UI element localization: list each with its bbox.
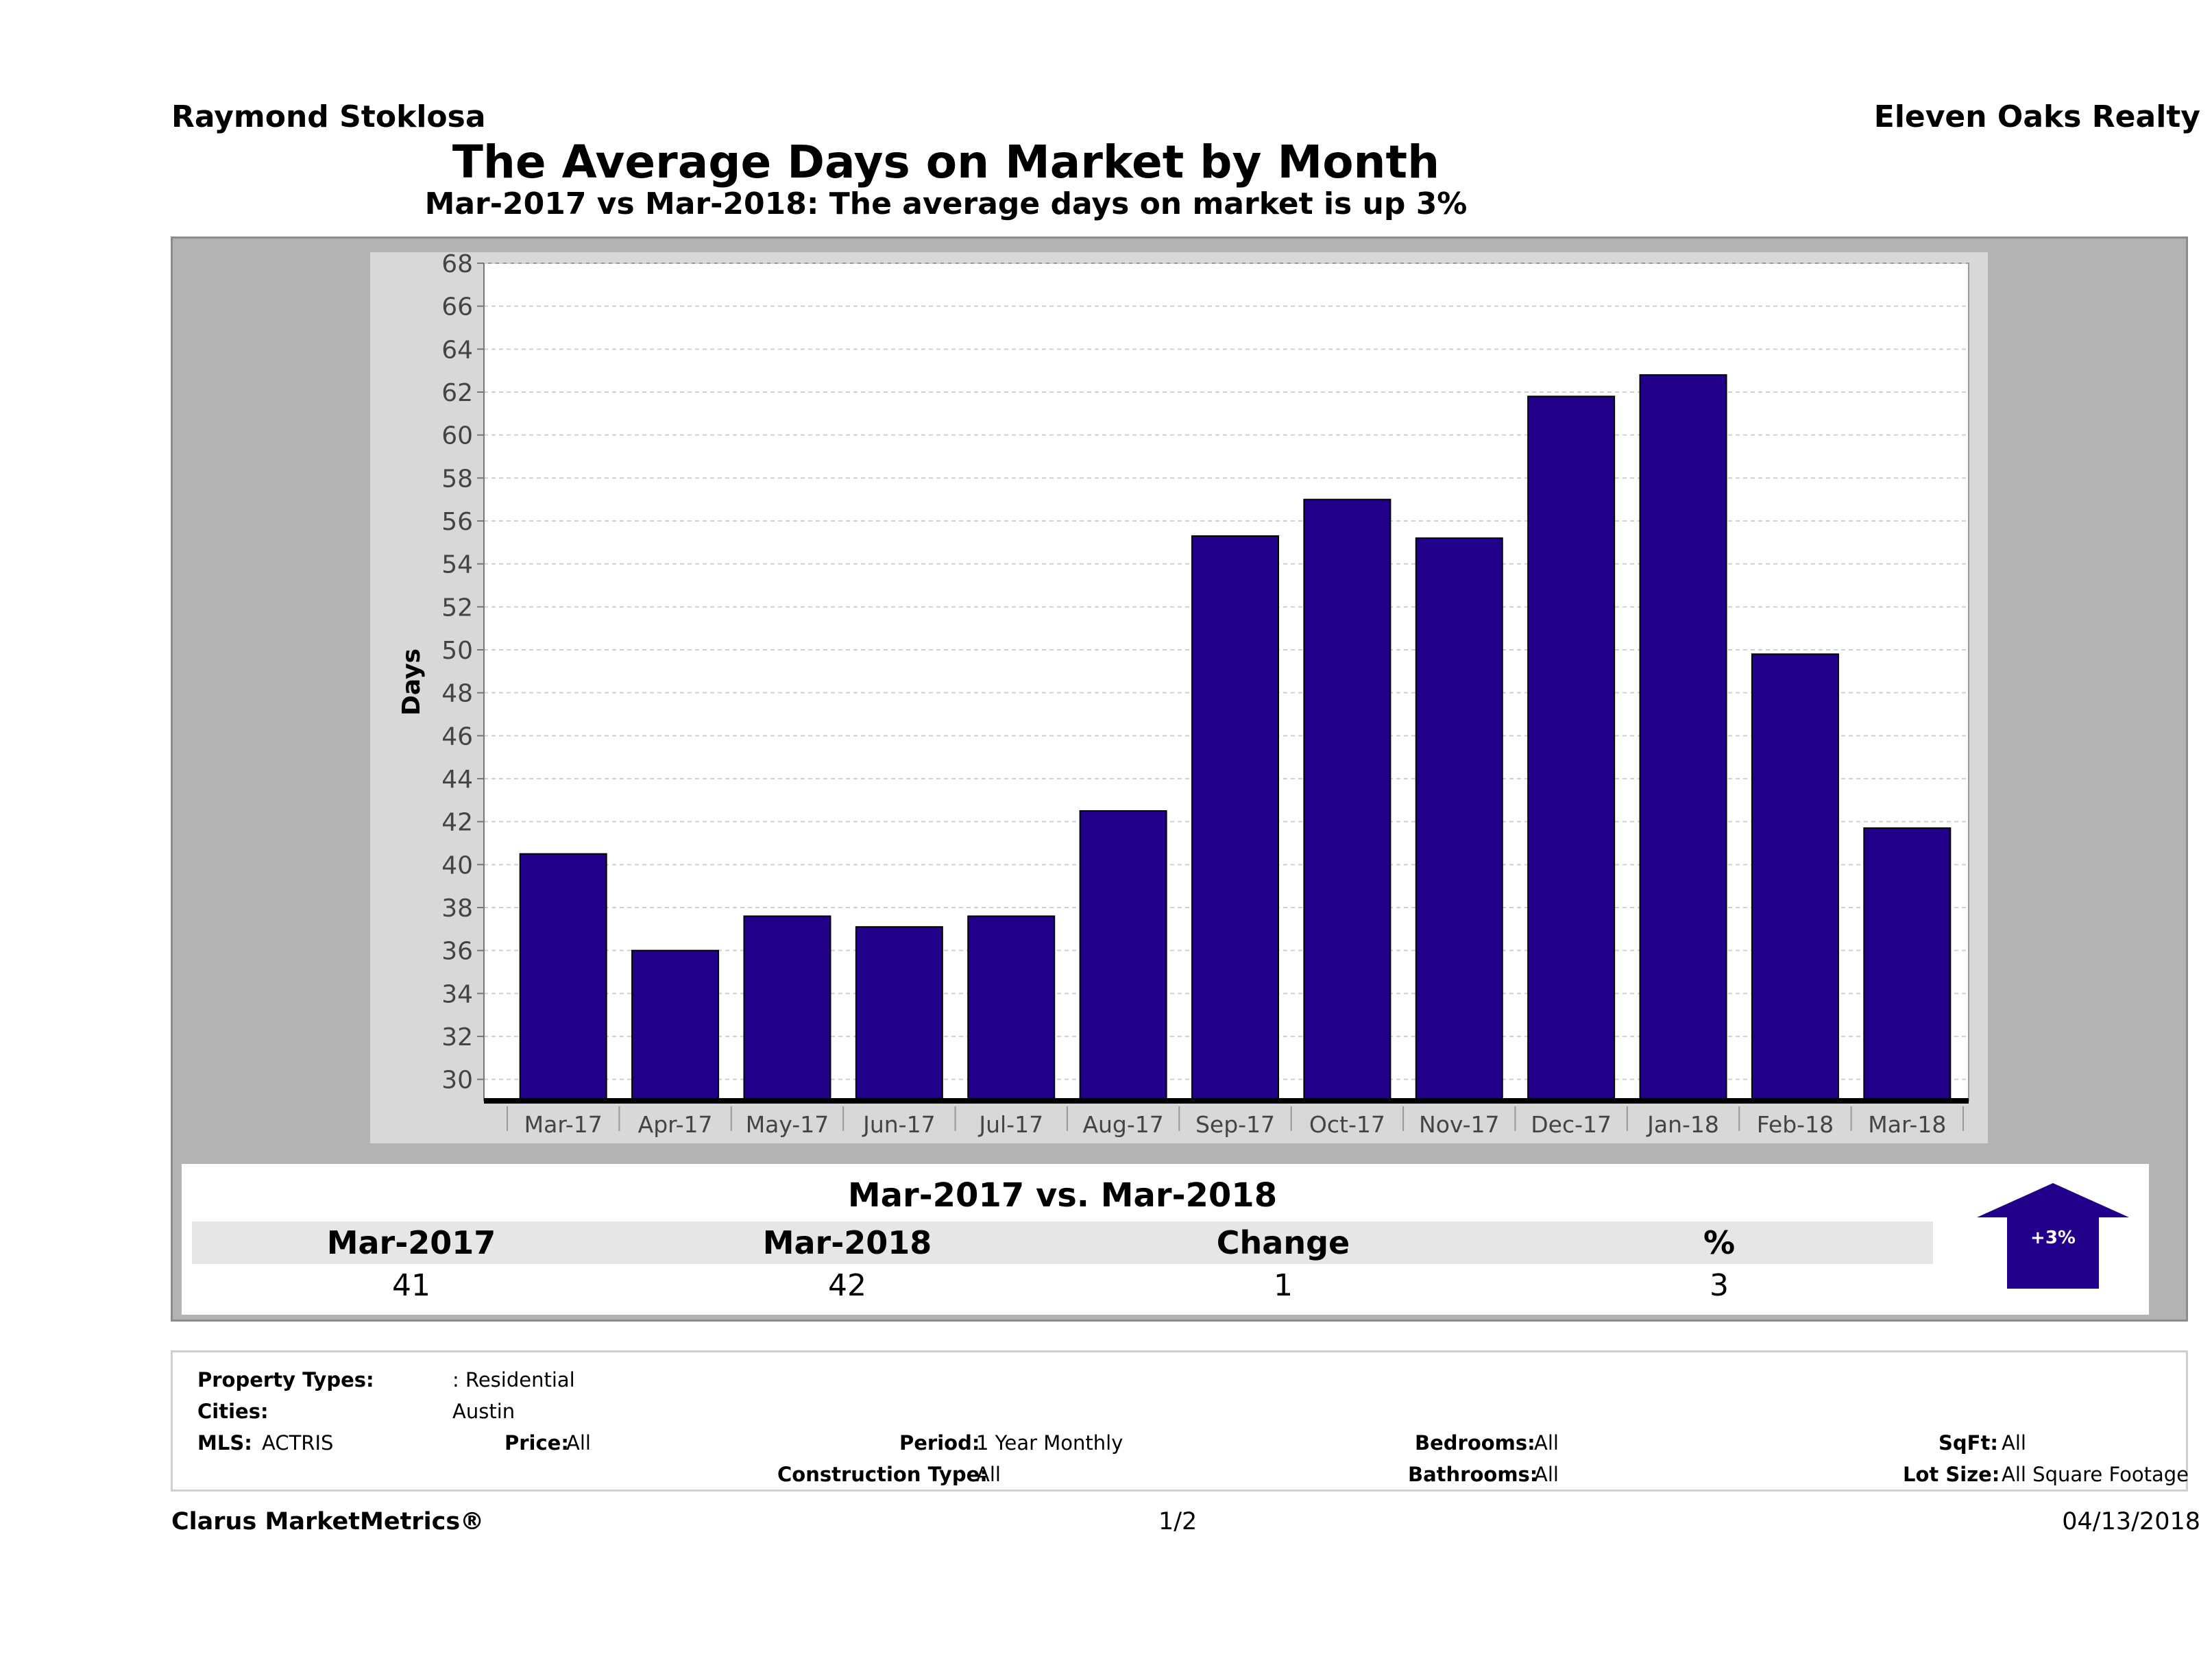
y-tick-label: 50 bbox=[441, 637, 473, 665]
bar bbox=[1863, 827, 1952, 1102]
chart-subtitle: Mar-2017 vs Mar-2018: The average days o… bbox=[424, 186, 1468, 221]
y-axis-label: Days bbox=[398, 648, 426, 716]
comparison-header-percent: % bbox=[1703, 1224, 1736, 1261]
comparison-value-prev: 41 bbox=[392, 1268, 430, 1303]
bar bbox=[631, 949, 720, 1102]
y-tick-label: 36 bbox=[441, 938, 473, 966]
price-label: Price: bbox=[505, 1431, 569, 1455]
y-tick-label: 32 bbox=[441, 1023, 473, 1051]
y-tick-label: 52 bbox=[441, 594, 473, 622]
property-types-label: Property Types: bbox=[197, 1368, 374, 1391]
y-tick-label: 38 bbox=[441, 895, 473, 923]
construction-label: Construction Type: bbox=[777, 1463, 988, 1486]
price-value: All bbox=[566, 1431, 591, 1455]
x-tick-label: Feb-18 bbox=[1757, 1111, 1834, 1138]
change-badge: +3% bbox=[2030, 1228, 2076, 1248]
construction-value: All bbox=[976, 1463, 1001, 1486]
y-tick-label: 42 bbox=[441, 809, 473, 837]
x-tick-label: Dec-17 bbox=[1531, 1111, 1612, 1138]
bar bbox=[855, 926, 943, 1102]
agent-name: Raymond Stoklosa bbox=[171, 99, 486, 134]
bedrooms-label: Bedrooms: bbox=[1415, 1431, 1535, 1455]
y-tick-label: 40 bbox=[441, 851, 473, 879]
comparison-header-row: Mar-2017 Mar-2018 Change % bbox=[192, 1221, 1933, 1264]
cities-value: Austin bbox=[452, 1400, 515, 1423]
cities-label: Cities: bbox=[197, 1400, 269, 1423]
y-tick-label: 46 bbox=[441, 722, 473, 751]
y-tick-label: 60 bbox=[441, 422, 473, 450]
bar bbox=[1639, 374, 1727, 1102]
report-date: 04/13/2018 bbox=[2062, 1508, 2200, 1535]
bar bbox=[743, 915, 831, 1102]
x-tick-label: Apr-17 bbox=[638, 1111, 713, 1138]
x-tick-label: Oct-17 bbox=[1309, 1111, 1385, 1138]
comparison-value-change: 1 bbox=[1274, 1268, 1293, 1303]
comparison-value-row: 41 42 1 3 bbox=[192, 1267, 1933, 1305]
y-tick-label: 66 bbox=[441, 293, 473, 321]
y-tick-label: 48 bbox=[441, 680, 473, 708]
period-label: Period: bbox=[899, 1431, 980, 1455]
x-tick-label: Mar-18 bbox=[1868, 1111, 1946, 1138]
mls-label: MLS: bbox=[197, 1431, 252, 1455]
y-tick-label: 62 bbox=[441, 379, 473, 407]
y-tick-label: 30 bbox=[441, 1067, 473, 1095]
x-tick-label: Aug-17 bbox=[1082, 1111, 1163, 1138]
x-tick-label: Nov-17 bbox=[1419, 1111, 1499, 1138]
chart-title: The Average Days on Market by Month bbox=[452, 136, 1440, 189]
mls-value: ACTRIS bbox=[262, 1431, 334, 1455]
y-tick-label: 44 bbox=[441, 766, 473, 794]
comparison-header-curr: Mar-2018 bbox=[762, 1224, 932, 1261]
page-number: 1/2 bbox=[1158, 1508, 1198, 1535]
sqft-label: SqFt: bbox=[1938, 1431, 1998, 1455]
x-tick-label: Jun-17 bbox=[862, 1111, 935, 1138]
lot-size-value: All Square Footage bbox=[2002, 1463, 2189, 1486]
bar bbox=[1191, 535, 1279, 1102]
y-tick-label: 58 bbox=[441, 465, 473, 493]
y-tick-label: 56 bbox=[441, 508, 473, 536]
x-tick-label: Sep-17 bbox=[1195, 1111, 1275, 1138]
x-tick-label: Mar-17 bbox=[524, 1111, 603, 1138]
change-indicator: +3% bbox=[1962, 1171, 2144, 1302]
bedrooms-value: All bbox=[1534, 1431, 1559, 1455]
comparison-title: Mar-2017 vs. Mar-2018 bbox=[192, 1172, 1933, 1219]
x-tick-label: Jan-18 bbox=[1646, 1111, 1719, 1138]
period-value: 1 Year Monthly bbox=[976, 1431, 1123, 1455]
y-tick-label: 68 bbox=[441, 252, 473, 278]
bar bbox=[1527, 396, 1616, 1102]
lot-size-label: Lot Size: bbox=[1903, 1463, 2000, 1486]
bar bbox=[1415, 537, 1503, 1102]
bar bbox=[1079, 810, 1167, 1102]
comparison-header-change: Change bbox=[1216, 1224, 1350, 1261]
y-tick-label: 54 bbox=[441, 551, 473, 579]
bar bbox=[519, 853, 607, 1102]
comparison-value-percent: 3 bbox=[1710, 1268, 1729, 1303]
comparison-header-prev: Mar-2017 bbox=[326, 1224, 496, 1261]
bathrooms-value: All bbox=[1534, 1463, 1559, 1486]
property-types-value: : Residential bbox=[452, 1368, 575, 1391]
company-name: Eleven Oaks Realty bbox=[1873, 99, 2200, 134]
bar-chart: 30 32 34 36 38 40 42 44 46 48 50 52 54 56 58 60 62 64 66 68… bbox=[398, 252, 1969, 1138]
bathrooms-label: Bathrooms: bbox=[1408, 1463, 1538, 1486]
bar bbox=[967, 915, 1056, 1102]
comparison-value-curr: 42 bbox=[828, 1268, 866, 1303]
sqft-value: All bbox=[2002, 1431, 2026, 1455]
bar bbox=[1303, 498, 1391, 1102]
x-tick-label: May-17 bbox=[746, 1111, 829, 1138]
up-arrow-icon bbox=[1977, 1183, 2129, 1289]
search-criteria bbox=[171, 1350, 2188, 1492]
x-tick-label: Jul-17 bbox=[977, 1111, 1043, 1138]
bar bbox=[1751, 653, 1839, 1102]
chart-panel: 30 32 34 36 38 40 42 44 46 48 50 52 54 56 58 60 62 64 66 68… bbox=[370, 252, 1988, 1143]
y-tick-label: 34 bbox=[441, 980, 473, 1008]
y-tick-label: 64 bbox=[441, 336, 473, 364]
footer-brand: Clarus MarketMetrics® bbox=[171, 1508, 485, 1535]
